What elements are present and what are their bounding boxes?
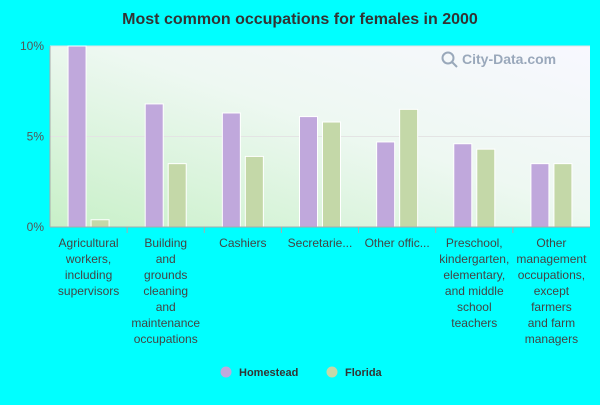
gridlines xyxy=(50,45,590,137)
x-category-label-line: occupations, xyxy=(518,268,585,282)
x-category-label-line: Cashiers xyxy=(219,236,266,250)
x-category-label-line: Other xyxy=(536,236,566,250)
x-category-label-line: Preschool, xyxy=(446,236,503,250)
bar-florida xyxy=(167,163,187,228)
magnifier-icon xyxy=(441,51,458,68)
x-category-label: Preschool, kindergarten, elementary, and mi… xyxy=(439,236,509,330)
bar-florida xyxy=(553,163,573,228)
x-category-label-line: cleaning xyxy=(143,284,188,298)
x-category-label-line: workers, xyxy=(65,252,111,266)
bar-homestead xyxy=(299,116,318,228)
bar-homestead xyxy=(144,103,164,228)
y-tick-label: 10% xyxy=(20,39,44,53)
bars xyxy=(67,45,573,228)
x-category-label-line: and farm xyxy=(528,316,575,330)
x-category-label-line: management xyxy=(516,252,587,266)
x-category-label-line: including xyxy=(65,268,112,282)
legend-label-homestead: Homestead xyxy=(239,367,298,379)
x-category-label-line: supervisors xyxy=(58,284,119,298)
bar-florida xyxy=(322,121,341,228)
x-category-label-line: school xyxy=(457,300,492,314)
x-category-label-line: managers xyxy=(525,332,578,346)
x-category-label-line: Secretarie... xyxy=(288,236,353,250)
bar-florida xyxy=(399,108,419,228)
x-category-label-line: teachers xyxy=(451,316,497,330)
x-category-label-line: and xyxy=(156,300,176,314)
legend-marker-florida xyxy=(326,366,338,378)
watermark: City-Data.com xyxy=(441,51,556,68)
x-category-label-line: maintenance xyxy=(131,316,200,330)
y-tick-labels: 0% 5% 10% xyxy=(20,39,44,234)
chart-title: Most common occupations for females in 2… xyxy=(122,11,478,28)
bar-homestead xyxy=(453,143,473,228)
axes xyxy=(49,46,590,233)
x-category-label-line: elementary, xyxy=(443,268,505,282)
bar-homestead xyxy=(67,45,87,228)
x-category-label-line: Other offic... xyxy=(365,236,430,250)
x-category-label-line: except xyxy=(534,284,570,298)
x-category-labels: Agricultural workers, including supervisors… xyxy=(58,236,587,346)
x-category-label-line: grounds xyxy=(144,268,187,282)
bar-florida xyxy=(476,148,496,228)
x-category-label-line: occupations xyxy=(134,332,198,346)
x-category-label-line: and xyxy=(156,252,176,266)
x-category-label: Secretarie... xyxy=(288,236,353,250)
watermark-text: City-Data.com xyxy=(462,51,556,67)
bar-homestead xyxy=(221,112,241,228)
bar-florida xyxy=(244,155,264,228)
legend-marker-homestead xyxy=(220,366,232,378)
x-category-label-line: and middle xyxy=(445,284,504,298)
x-category-label: Other offic... xyxy=(365,236,430,250)
x-category-label: Other management occupations, except farmers… xyxy=(516,236,587,346)
x-category-label: Agricultural workers, including supervisors xyxy=(58,236,119,298)
y-tick-label: 0% xyxy=(27,220,45,234)
x-category-label-line: farmers xyxy=(531,300,572,314)
x-category-label-line: Building xyxy=(144,236,187,250)
y-tick-label: 5% xyxy=(27,130,45,144)
legend-label-florida: Florida xyxy=(345,367,383,379)
bar-homestead xyxy=(376,141,396,228)
legend: Homestead Florida xyxy=(220,366,383,379)
x-category-label-line: Agricultural xyxy=(59,236,119,250)
bar-florida xyxy=(90,219,110,228)
x-category-label: Building and grounds cleaning and maintenance… xyxy=(131,236,200,346)
x-category-label-line: kindergarten, xyxy=(439,252,509,266)
x-category-label: Cashiers xyxy=(219,236,266,250)
bar-homestead xyxy=(530,163,550,228)
